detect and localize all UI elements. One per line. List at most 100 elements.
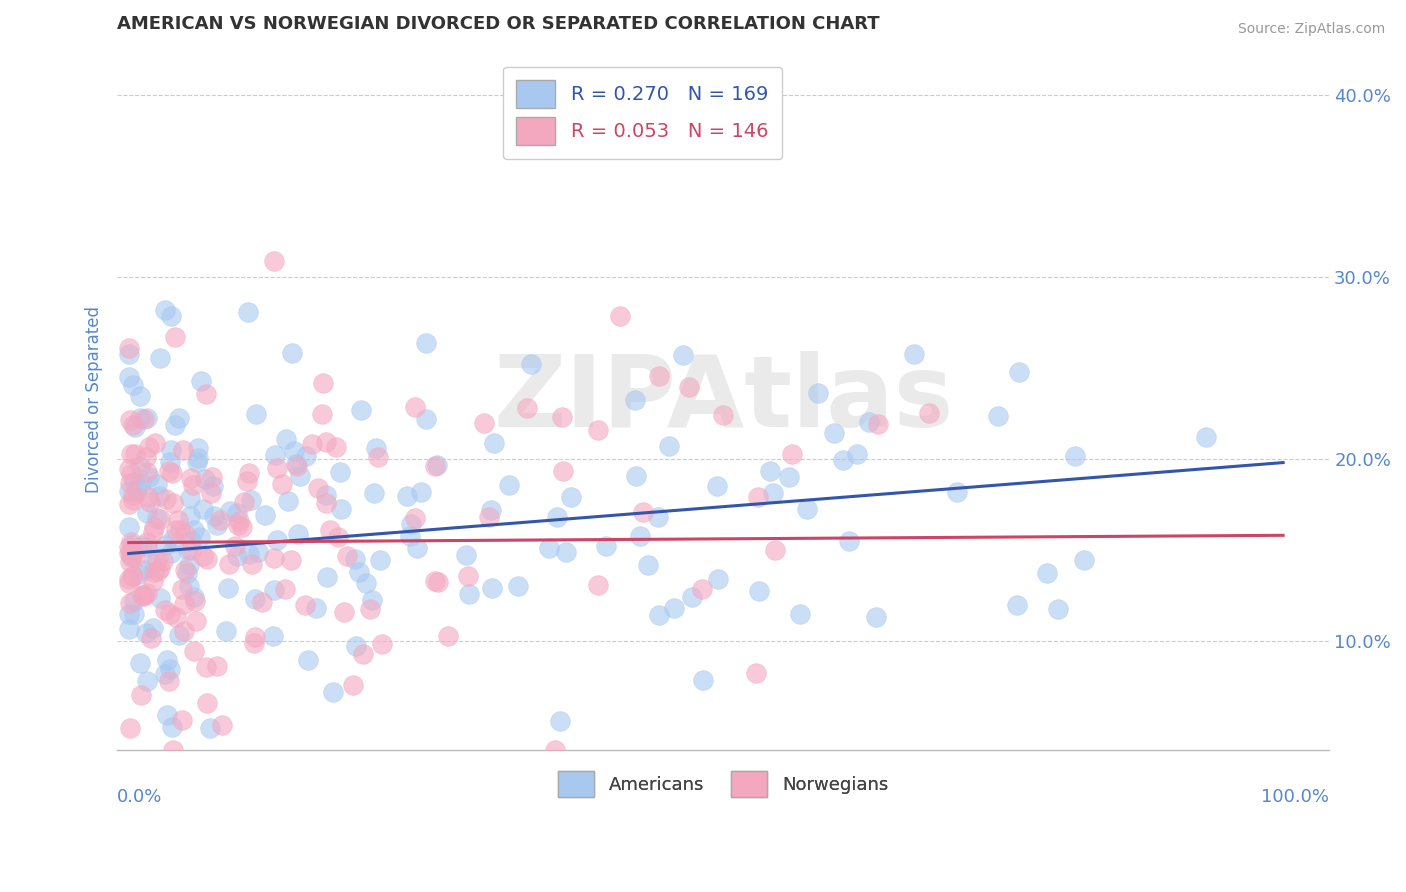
Point bbox=[173, 624, 195, 638]
Point bbox=[195, 696, 218, 710]
Point bbox=[208, 513, 231, 527]
Point bbox=[187, 450, 209, 465]
Point bbox=[225, 549, 247, 564]
Point bbox=[162, 743, 184, 757]
Point bbox=[415, 412, 437, 426]
Point bbox=[946, 484, 969, 499]
Point bbox=[243, 591, 266, 606]
Point bbox=[457, 569, 479, 583]
Point bbox=[363, 485, 385, 500]
Point bbox=[239, 493, 262, 508]
Point bbox=[405, 541, 427, 555]
Point bbox=[311, 376, 333, 391]
Point bbox=[780, 447, 803, 461]
Point bbox=[263, 582, 285, 597]
Point bbox=[226, 506, 249, 520]
Point bbox=[201, 470, 224, 484]
Point bbox=[789, 607, 811, 621]
Point bbox=[283, 444, 305, 458]
Y-axis label: Divorced or Separated: Divorced or Separated bbox=[86, 306, 103, 493]
Point bbox=[143, 436, 166, 450]
Point bbox=[155, 492, 177, 507]
Point bbox=[118, 576, 141, 591]
Point bbox=[236, 305, 259, 319]
Text: Source: ZipAtlas.com: Source: ZipAtlas.com bbox=[1237, 22, 1385, 37]
Point bbox=[264, 448, 287, 462]
Point bbox=[423, 458, 446, 473]
Point bbox=[142, 565, 165, 579]
Point bbox=[1073, 552, 1095, 566]
Point bbox=[242, 636, 264, 650]
Point bbox=[218, 557, 240, 571]
Point bbox=[157, 674, 180, 689]
Point bbox=[136, 410, 159, 425]
Point bbox=[586, 423, 609, 437]
Point bbox=[153, 603, 176, 617]
Point bbox=[628, 529, 651, 543]
Point bbox=[163, 330, 186, 344]
Point bbox=[129, 459, 152, 474]
Point bbox=[866, 417, 889, 431]
Point bbox=[184, 615, 207, 629]
Point bbox=[122, 378, 145, 392]
Point bbox=[118, 484, 141, 499]
Point bbox=[183, 590, 205, 604]
Point bbox=[118, 475, 141, 490]
Point bbox=[146, 477, 169, 491]
Point bbox=[135, 450, 157, 465]
Point bbox=[131, 588, 153, 602]
Point bbox=[479, 502, 502, 516]
Point bbox=[478, 510, 501, 524]
Point bbox=[763, 543, 786, 558]
Point bbox=[319, 524, 342, 538]
Point bbox=[188, 530, 211, 544]
Point bbox=[211, 717, 233, 731]
Point bbox=[138, 441, 160, 455]
Point bbox=[122, 417, 145, 432]
Point bbox=[122, 607, 145, 621]
Point bbox=[560, 490, 582, 504]
Point bbox=[316, 570, 339, 584]
Point bbox=[148, 489, 170, 503]
Point bbox=[200, 485, 222, 500]
Point bbox=[415, 336, 437, 351]
Point bbox=[136, 534, 159, 549]
Point bbox=[238, 548, 260, 562]
Point bbox=[1036, 566, 1059, 581]
Legend: Americans, Norwegians: Americans, Norwegians bbox=[551, 764, 896, 804]
Point bbox=[631, 505, 654, 519]
Point bbox=[152, 553, 174, 567]
Point bbox=[205, 518, 228, 533]
Point bbox=[368, 553, 391, 567]
Point bbox=[128, 389, 150, 403]
Point bbox=[1046, 601, 1069, 615]
Point bbox=[243, 630, 266, 644]
Point bbox=[142, 621, 165, 635]
Point bbox=[121, 493, 143, 508]
Point bbox=[333, 605, 356, 619]
Point bbox=[138, 470, 160, 484]
Point bbox=[179, 578, 201, 592]
Point bbox=[287, 458, 309, 473]
Point bbox=[170, 582, 193, 596]
Point bbox=[637, 558, 659, 572]
Point bbox=[918, 406, 941, 420]
Point bbox=[672, 348, 695, 362]
Point bbox=[846, 447, 869, 461]
Point bbox=[647, 608, 669, 623]
Point bbox=[294, 598, 316, 612]
Point bbox=[136, 490, 159, 504]
Point bbox=[745, 665, 768, 680]
Point bbox=[903, 346, 925, 360]
Point bbox=[132, 588, 155, 602]
Point bbox=[157, 464, 180, 478]
Point bbox=[167, 513, 190, 527]
Point bbox=[711, 408, 734, 422]
Point bbox=[183, 524, 205, 538]
Point bbox=[284, 458, 307, 472]
Point bbox=[681, 590, 703, 604]
Point bbox=[187, 442, 209, 456]
Text: ZIPAtlas: ZIPAtlas bbox=[494, 351, 953, 449]
Point bbox=[706, 479, 728, 493]
Point bbox=[240, 557, 263, 571]
